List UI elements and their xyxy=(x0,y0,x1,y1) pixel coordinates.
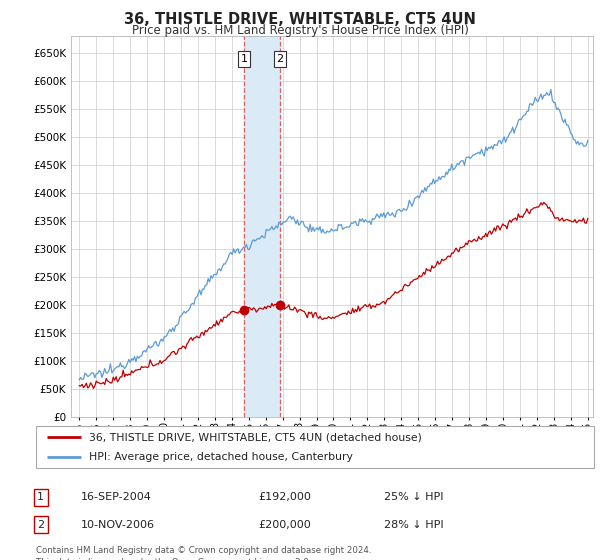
Text: 2: 2 xyxy=(277,54,284,64)
Text: 36, THISTLE DRIVE, WHITSTABLE, CT5 4UN: 36, THISTLE DRIVE, WHITSTABLE, CT5 4UN xyxy=(124,12,476,27)
Text: 16-SEP-2004: 16-SEP-2004 xyxy=(81,492,152,502)
FancyBboxPatch shape xyxy=(36,426,594,468)
Text: 2: 2 xyxy=(37,520,44,530)
Text: 1: 1 xyxy=(37,492,44,502)
Text: 1: 1 xyxy=(241,54,247,64)
Text: Contains HM Land Registry data © Crown copyright and database right 2024.
This d: Contains HM Land Registry data © Crown c… xyxy=(36,546,371,560)
Text: 10-NOV-2006: 10-NOV-2006 xyxy=(81,520,155,530)
Text: 25% ↓ HPI: 25% ↓ HPI xyxy=(384,492,443,502)
Text: £200,000: £200,000 xyxy=(258,520,311,530)
Text: £192,000: £192,000 xyxy=(258,492,311,502)
Text: 36, THISTLE DRIVE, WHITSTABLE, CT5 4UN (detached house): 36, THISTLE DRIVE, WHITSTABLE, CT5 4UN (… xyxy=(89,432,422,442)
Text: Price paid vs. HM Land Registry's House Price Index (HPI): Price paid vs. HM Land Registry's House … xyxy=(131,24,469,37)
Bar xyxy=(244,36,280,417)
Text: HPI: Average price, detached house, Canterbury: HPI: Average price, detached house, Cant… xyxy=(89,452,353,462)
Text: 28% ↓ HPI: 28% ↓ HPI xyxy=(384,520,443,530)
